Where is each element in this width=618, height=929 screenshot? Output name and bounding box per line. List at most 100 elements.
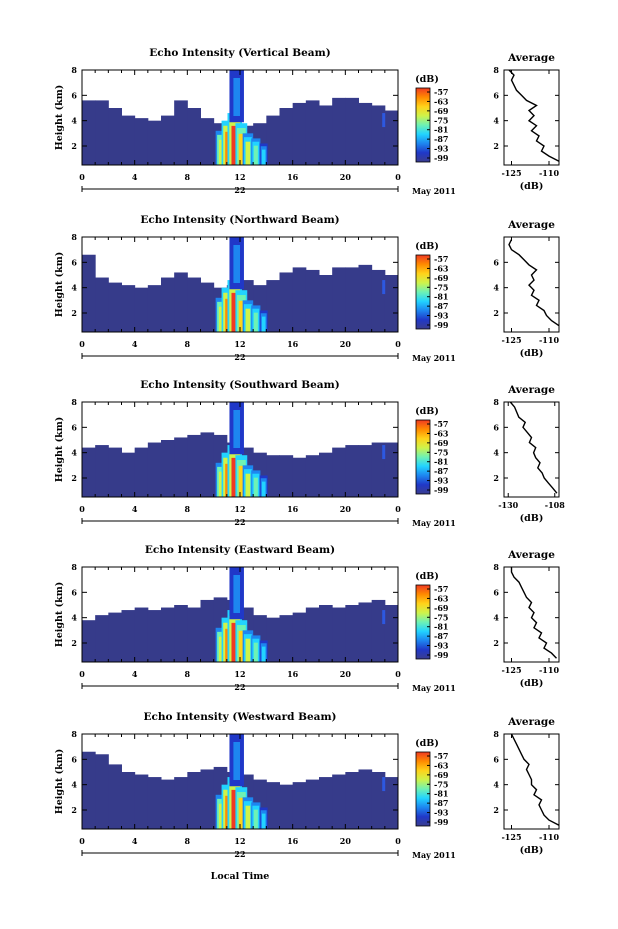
y-axis-label: Height (km) (54, 85, 65, 151)
colorbar-tick-label: -63 (434, 263, 449, 273)
echo-background-column (358, 445, 373, 497)
y-tick-label: 4 (71, 613, 77, 623)
echo-background-column (371, 105, 386, 165)
average-profile-line (510, 567, 557, 659)
colorbar-tick-label: -99 (434, 320, 449, 330)
echo-background-column (345, 267, 359, 332)
echo-background-column (266, 455, 280, 497)
rain-streak (261, 316, 266, 332)
echo-background-column (384, 110, 399, 165)
colorbar-tick-label: -57 (434, 584, 448, 594)
echo-background-column (82, 751, 96, 829)
x-tick-label: 8 (185, 836, 191, 846)
x-tick-label: 12 (234, 836, 245, 846)
average-frame (503, 566, 560, 663)
date-label: May 2011 (412, 186, 456, 196)
average-y-tick-label: 2 (493, 473, 499, 483)
panel-title: Echo Intensity (Eastward Beam) (145, 544, 335, 556)
x-tick-label: 0 (395, 339, 401, 349)
date-tick-label: 22 (234, 849, 245, 859)
beam-panel-3: Echo Intensity (Eastward Beam) 8 6 4 2 Height… (54, 544, 560, 693)
average-x-label: (dB) (520, 678, 544, 689)
echo-background-column (305, 455, 320, 497)
x-tick-label: 12 (234, 339, 245, 349)
colorbar-tick-label: -69 (434, 438, 449, 448)
colorbar-tick-label: -69 (434, 770, 449, 780)
average-y-tick-label: 4 (493, 283, 499, 293)
echo-background-column (187, 772, 201, 829)
echo-background-column (95, 615, 109, 662)
beam-panel-1: Echo Intensity (Northward Beam) 8 6 4 2 Heigh… (54, 214, 560, 363)
average-y-tick-label: 4 (493, 613, 499, 623)
rain-streak (231, 622, 238, 662)
echo-background-column (108, 447, 122, 497)
panel-title: Echo Intensity (Vertical Beam) (149, 47, 330, 59)
echo-background-column (319, 605, 333, 662)
echo-background-column (292, 102, 307, 165)
average-profile-line (508, 239, 560, 327)
echo-background-column (108, 108, 122, 165)
colorbar-tick-label: -57 (434, 87, 448, 97)
colorbar-tick-label: -87 (434, 631, 448, 641)
echo-background-column (95, 754, 109, 829)
y-tick-label: 8 (71, 65, 77, 75)
average-title: Average (507, 384, 555, 396)
storm-core (233, 410, 240, 448)
echo-background-column (332, 607, 346, 662)
rain-streak (253, 642, 258, 662)
y-tick-label: 4 (71, 780, 77, 790)
average-y-tick-label: 8 (493, 397, 499, 407)
colorbar-tick-label: -63 (434, 428, 449, 438)
x-tick-label: 4 (132, 836, 138, 846)
echo-background-column (345, 97, 359, 165)
colorbar-tick-label: -81 (434, 292, 448, 302)
rain-streak (245, 805, 251, 829)
colorbar-unit: (dB) (415, 406, 439, 417)
panel-title: Echo Intensity (Northward Beam) (140, 214, 339, 226)
y-axis-label: Height (km) (54, 417, 65, 483)
x-tick-label: 16 (287, 172, 299, 182)
y-tick-label: 6 (71, 587, 77, 597)
echo-background-column (319, 275, 333, 332)
echo-background-column (279, 455, 294, 497)
echo-background-column (82, 447, 96, 497)
rain-streak (238, 797, 244, 829)
average-y-tick-label: 8 (493, 65, 499, 75)
colorbar-tick-label: -99 (434, 153, 449, 163)
average-x-tick-label: -110 (539, 168, 559, 178)
echo-background-column (384, 605, 399, 662)
y-tick-label: 8 (71, 397, 77, 407)
rain-streak (238, 133, 244, 165)
echo-background-column (292, 612, 307, 662)
rain-streak (245, 141, 251, 165)
average-x-label: (dB) (520, 181, 544, 192)
colorbar-unit: (dB) (415, 738, 439, 749)
echo-background-column (187, 277, 201, 332)
echo-background-column (292, 782, 307, 829)
rain-streak (253, 312, 258, 332)
average-x-tick-label: -130 (498, 500, 518, 510)
rain-streak (261, 646, 266, 662)
echo-background-column (108, 282, 122, 332)
average-y-tick-label: 6 (493, 422, 499, 432)
echo-background-column (147, 120, 162, 165)
colorbar-tick-label: -75 (434, 115, 448, 125)
x-tick-label: 0 (79, 836, 85, 846)
colorbar-tick-label: -87 (434, 134, 448, 144)
x-axis-label: Local Time (211, 871, 270, 882)
echo-background-column (292, 267, 307, 332)
colorbar-tick-label: -75 (434, 447, 448, 457)
echo-streak-right (382, 445, 386, 460)
x-tick-label: 12 (234, 172, 245, 182)
echo-background-column (358, 264, 373, 332)
echo-background-column (384, 777, 399, 829)
echo-background-column (305, 779, 320, 829)
y-tick-label: 4 (71, 283, 77, 293)
colorbar-tick-label: -93 (434, 144, 449, 154)
average-profile-line (509, 401, 558, 494)
rain-streak (231, 292, 238, 332)
echo-background-column (266, 782, 280, 829)
echo-background-column (95, 100, 109, 165)
echo-background-column (187, 108, 201, 165)
colorbar-tick-label: -75 (434, 779, 448, 789)
